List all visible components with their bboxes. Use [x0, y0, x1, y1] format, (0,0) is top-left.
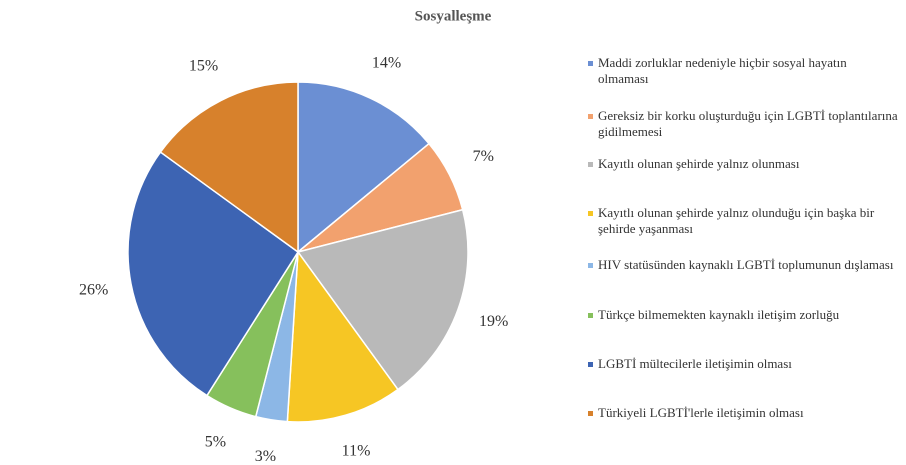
- data-label: 15%: [189, 57, 218, 74]
- legend-swatch: [588, 114, 593, 119]
- legend-entry: Kayıtlı olunan şehirde yalnız olunduğu i…: [588, 205, 898, 237]
- legend-label: Kayıtlı olunan şehirde yalnız olunduğu i…: [598, 205, 875, 236]
- data-label: 26%: [79, 282, 108, 299]
- chart-title: Sosyalleşme: [415, 8, 492, 24]
- data-label: 11%: [342, 442, 371, 459]
- pie-slice: [286, 249, 399, 423]
- legend-label: Maddi zorluklar nedeniyle hiçbir sosyal …: [598, 55, 847, 86]
- pie-slice: [296, 208, 469, 391]
- legend-label: Kayıtlı olunan şehirde yalnız olunması: [598, 156, 800, 171]
- legend-swatch: [588, 362, 593, 367]
- legend-swatch: [588, 211, 593, 216]
- legend-swatch: [588, 162, 593, 167]
- data-label: 7%: [473, 148, 494, 165]
- legend-label: Türkiyeli LGBTİ'lerle iletişimin olması: [598, 405, 804, 420]
- legend-entry: Türkçe bilmemekten kaynaklı iletişim zor…: [588, 307, 898, 323]
- legend-label: Gereksiz bir korku oluşturduğu için LGBT…: [598, 108, 898, 139]
- legend-entry: HIV statüsünden kaynaklı LGBTİ toplumunu…: [588, 257, 898, 273]
- legend-label: LGBTİ mültecilerle iletişimin olması: [598, 356, 792, 371]
- legend-entry: Kayıtlı olunan şehirde yalnız olunması: [588, 156, 898, 172]
- data-label: 19%: [479, 313, 508, 330]
- data-label: 14%: [372, 54, 401, 71]
- data-label: 5%: [205, 434, 226, 451]
- legend-swatch: [588, 263, 593, 268]
- legend-swatch: [588, 411, 593, 416]
- legend-label: HIV statüsünden kaynaklı LGBTİ toplumunu…: [598, 257, 894, 272]
- legend-entry: Gereksiz bir korku oluşturduğu için LGBT…: [588, 108, 898, 140]
- pie-slice: [127, 151, 300, 397]
- legend-label: Türkçe bilmemekten kaynaklı iletişim zor…: [598, 307, 840, 322]
- data-label: 3%: [255, 448, 276, 465]
- pie-slice: [159, 81, 299, 254]
- legend-entry: Türkiyeli LGBTİ'lerle iletişimin olması: [588, 405, 898, 421]
- legend-entry: LGBTİ mültecilerle iletişimin olması: [588, 356, 898, 372]
- legend-swatch: [588, 61, 593, 66]
- legend-swatch: [588, 313, 593, 318]
- pie-slice: [297, 81, 431, 254]
- legend-entry: Maddi zorluklar nedeniyle hiçbir sosyal …: [588, 55, 898, 87]
